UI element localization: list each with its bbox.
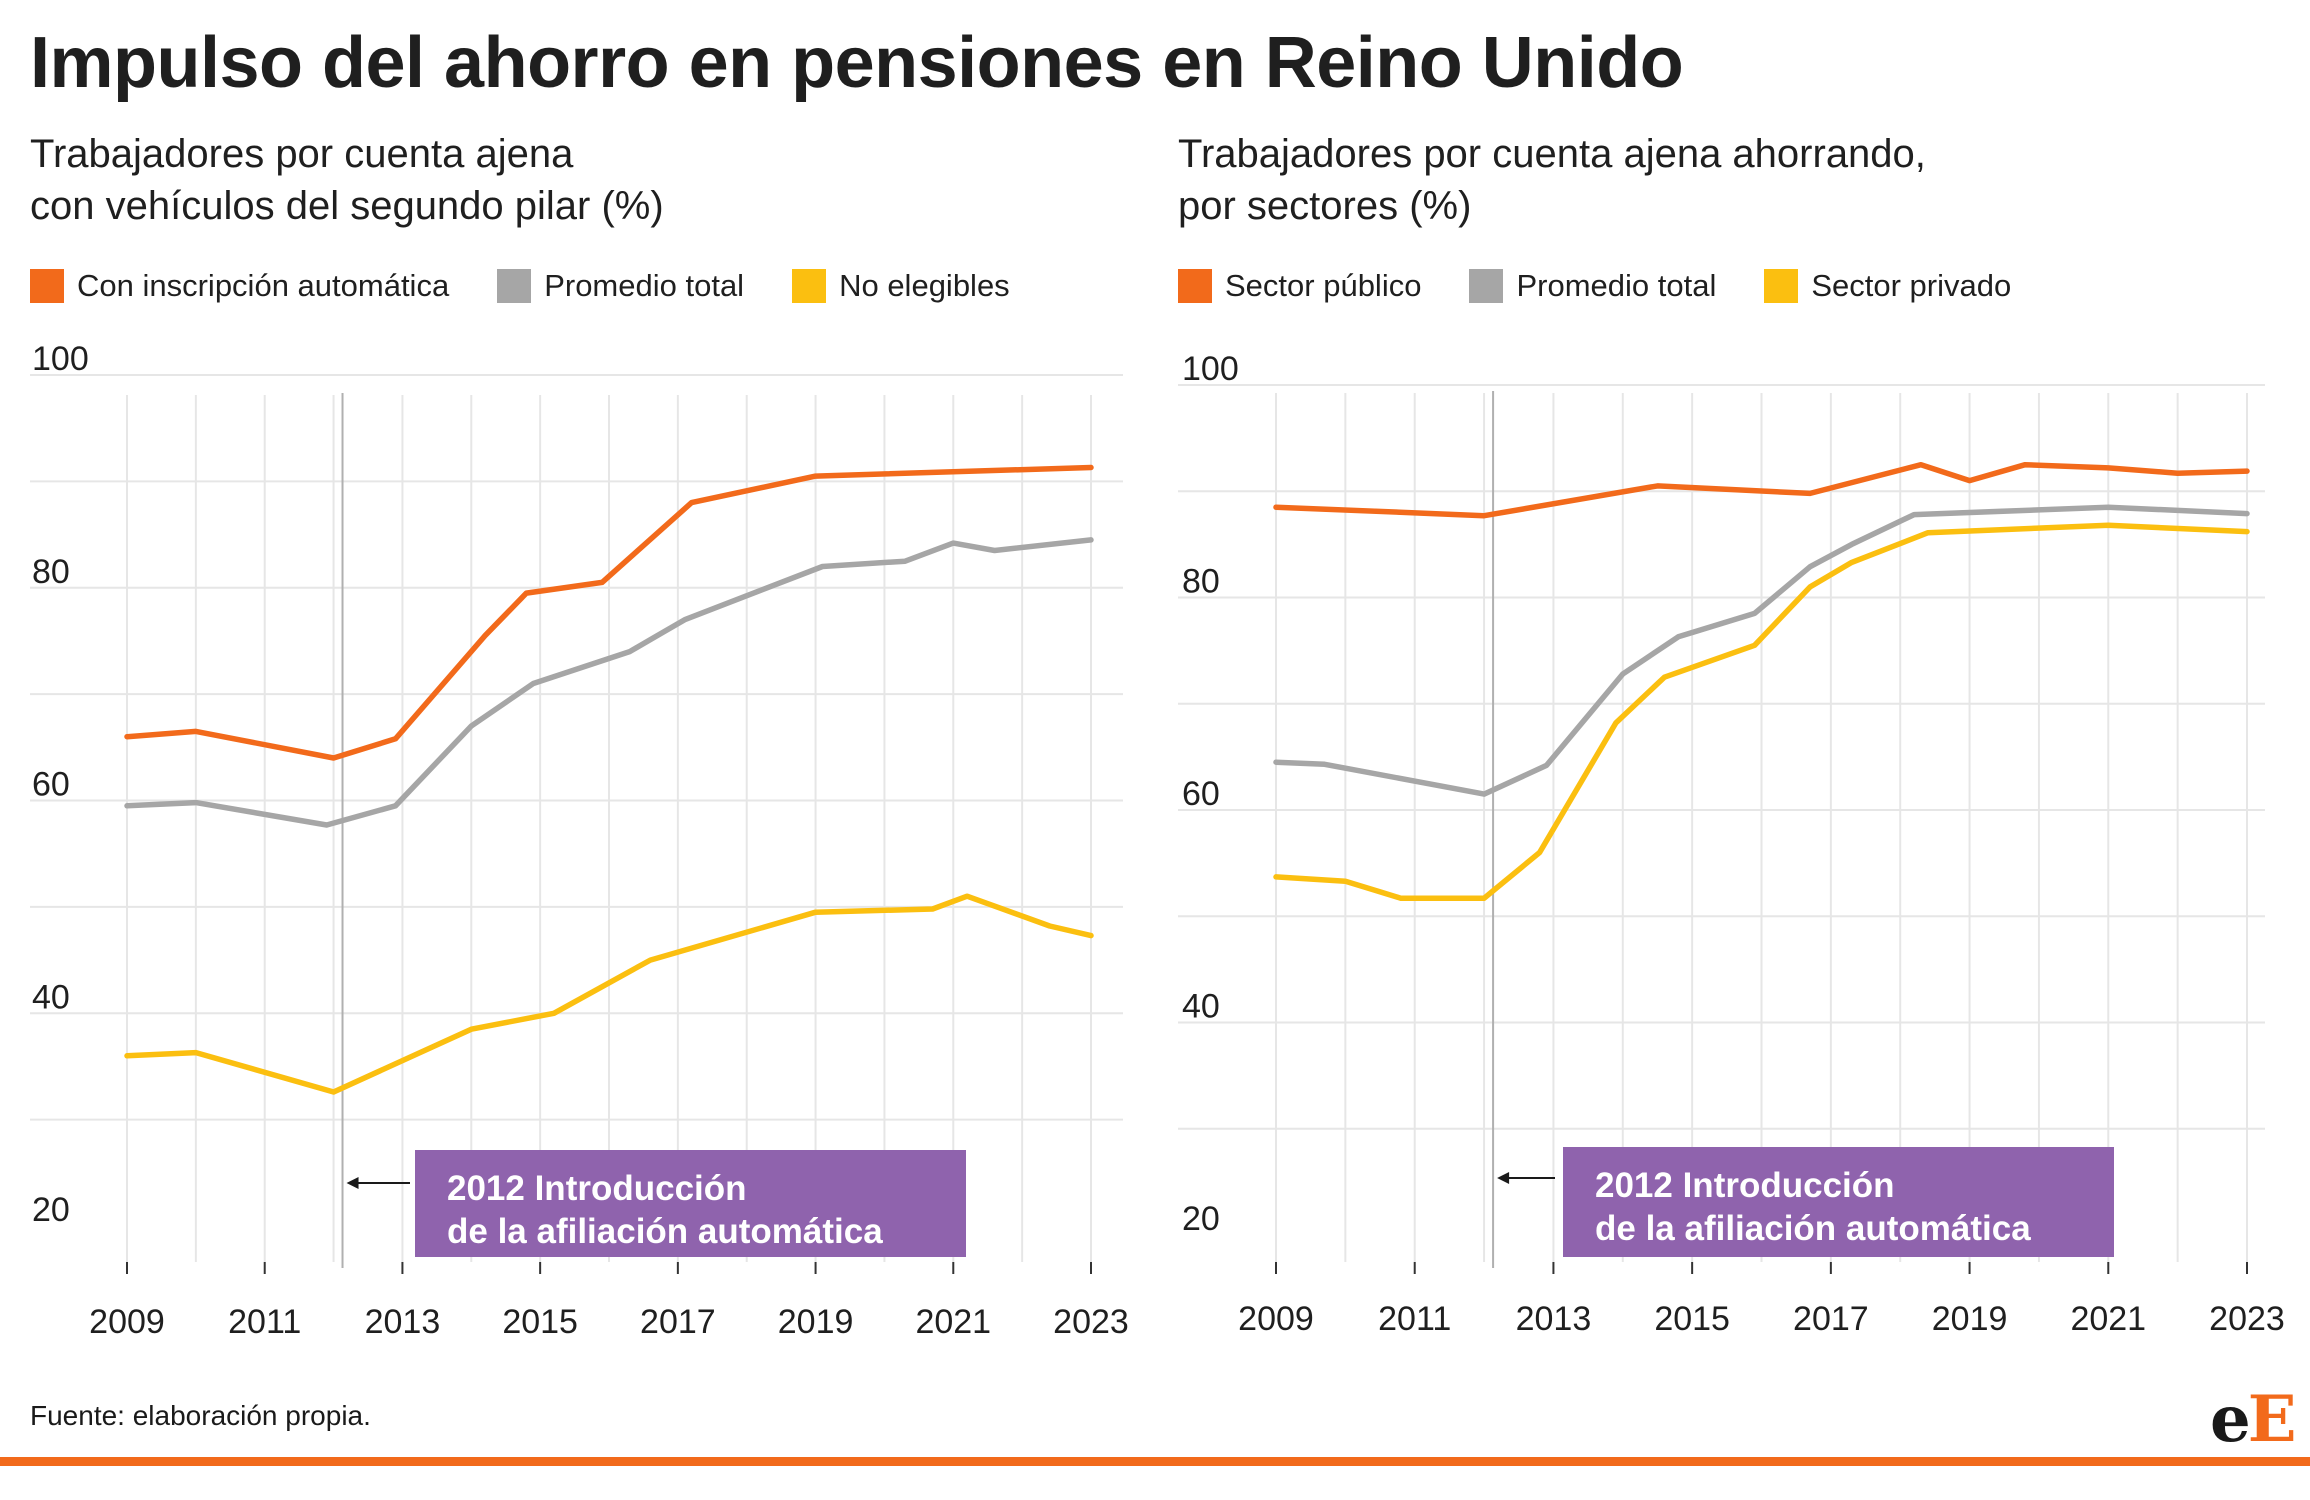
left-legend-label-1: Con inscripción automática [77,268,450,303]
left-xtick-label-2023: 2023 [1053,1303,1129,1341]
left-xtick-label-2019: 2019 [778,1303,854,1341]
right-xtick-label-2009: 2009 [1238,1300,1314,1338]
right-ytick-label-60: 60 [1182,775,1220,813]
right-annotation-arrowhead [1497,1172,1510,1184]
right-series-line-1 [1273,461,2250,519]
right-xtick-label-2015: 2015 [1654,1300,1730,1338]
left-chart-subtitle: Trabajadores por cuenta ajena con vehícu… [30,128,664,232]
left-legend: Con inscripción automática Promedio tota… [30,268,1058,304]
left-xtick-label-2015: 2015 [502,1303,578,1341]
right-legend: Sector público Promedio total Sector pri… [1178,268,2059,304]
right-legend-label-1: Sector público [1225,268,1422,303]
left-xtick-label-2009: 2009 [89,1303,165,1341]
right-annotation-text-1: 2012 Introducción [1595,1166,1895,1205]
left-annotation-text-1: 2012 Introducción [447,1169,747,1208]
right-legend-swatch-1 [1178,269,1212,303]
right-xtick-label-2013: 2013 [1516,1300,1592,1338]
left-legend-item-1: Con inscripción automática [30,268,449,304]
right-subtitle-line-2: por sectores (%) [1178,184,1472,228]
right-legend-swatch-2 [1469,269,1504,303]
left-ytick-label-20: 20 [32,1191,70,1229]
brand-logo: eE [2210,1382,2297,1457]
right-legend-item-2: Promedio total [1469,268,1716,304]
right-line-chart: 2009 2011 2013 2015 2017 2019 2021 2023 20 40 60 80… [1178,350,2285,1338]
right-xtick-label-2023: 2023 [2209,1300,2285,1338]
right-legend-item-1: Sector público [1178,268,1421,304]
left-xtick-label-2017: 2017 [640,1303,716,1341]
source-note: Fuente: elaboración propia. [30,1400,371,1431]
right-xtick-label-2019: 2019 [1932,1300,2008,1338]
left-subtitle-line-1: Trabajadores por cuenta ajena [30,132,574,176]
left-legend-swatch-3 [792,269,827,303]
left-ytick-label-40: 40 [32,978,70,1016]
left-annotation-arrowhead [346,1177,359,1189]
left-legend-swatch-1 [30,269,64,303]
left-ytick-label-100: 100 [32,340,89,378]
left-legend-item-2: Promedio total [497,268,744,304]
left-series-line-2 [124,537,1094,828]
left-subtitle-line-2: con vehículos del segundo pilar (%) [30,184,664,228]
right-ytick-label-100: 100 [1182,350,1239,388]
right-subtitle-line-1: Trabajadores por cuenta ajena ahorrando, [1178,132,1926,176]
left-annotation-box [415,1150,966,1257]
left-xtick-label-2011: 2011 [228,1303,301,1341]
left-annotation-text-2: de la afiliación automática [447,1212,883,1251]
logo-lowercase-e: e [2210,1382,2251,1457]
right-series-line-3 [1273,522,2250,901]
left-ytick-label-60: 60 [32,766,70,804]
left-legend-label-3: No elegibles [839,268,1010,303]
right-legend-label-2: Promedio total [1516,268,1717,303]
left-legend-label-2: Promedio total [544,268,745,303]
right-ytick-label-20: 20 [1182,1200,1220,1238]
right-legend-swatch-3 [1764,269,1799,303]
main-title: Impulso del ahorro en pensiones en Reino… [30,23,1684,103]
right-xtick-label-2011: 2011 [1378,1300,1451,1338]
right-chart-subtitle: Trabajadores por cuenta ajena ahorrando,… [1178,128,1926,232]
right-annotation-box [1563,1147,2114,1257]
left-legend-item-3: No elegibles [792,268,1010,304]
left-ytick-label-80: 80 [32,553,70,591]
right-ytick-label-80: 80 [1182,563,1220,601]
left-series-line-1 [124,464,1094,761]
right-ytick-label-40: 40 [1182,988,1220,1026]
left-series-line-3 [124,893,1094,1095]
logo-uppercase-e: E [2247,1382,2297,1457]
right-series-line-2 [1273,504,2250,797]
left-xtick-label-2021: 2021 [915,1303,991,1341]
left-line-chart: 2009 2011 2013 2015 2017 2019 2021 2023 20 40 60 80… [30,340,1129,1341]
left-xtick-label-2013: 2013 [365,1303,441,1341]
left-legend-swatch-2 [497,269,532,303]
right-xtick-label-2021: 2021 [2070,1300,2146,1338]
bottom-rule [0,1457,2310,1466]
right-annotation-text-2: de la afiliación automática [1595,1209,2031,1248]
right-xtick-label-2017: 2017 [1793,1300,1869,1338]
right-legend-item-3: Sector privado [1764,268,2011,304]
right-legend-label-3: Sector privado [1811,268,2012,303]
